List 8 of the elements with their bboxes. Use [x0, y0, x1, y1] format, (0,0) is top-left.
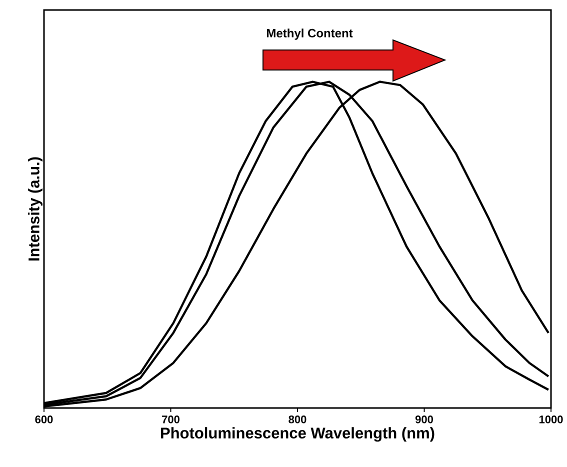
x-tick-label: 600 [35, 416, 53, 424]
text: Methyl Content [267, 28, 353, 40]
y-axis-title: Intensity (a.u.) [28, 157, 42, 260]
x-axis-title: Photoluminescence Wavelength (nm) [161, 427, 434, 442]
x-tick-label: 1000 [539, 416, 563, 424]
x-tick-label: 700 [162, 416, 180, 424]
x-tick-label: 900 [415, 416, 433, 424]
x-tick-label: 800 [288, 416, 306, 424]
